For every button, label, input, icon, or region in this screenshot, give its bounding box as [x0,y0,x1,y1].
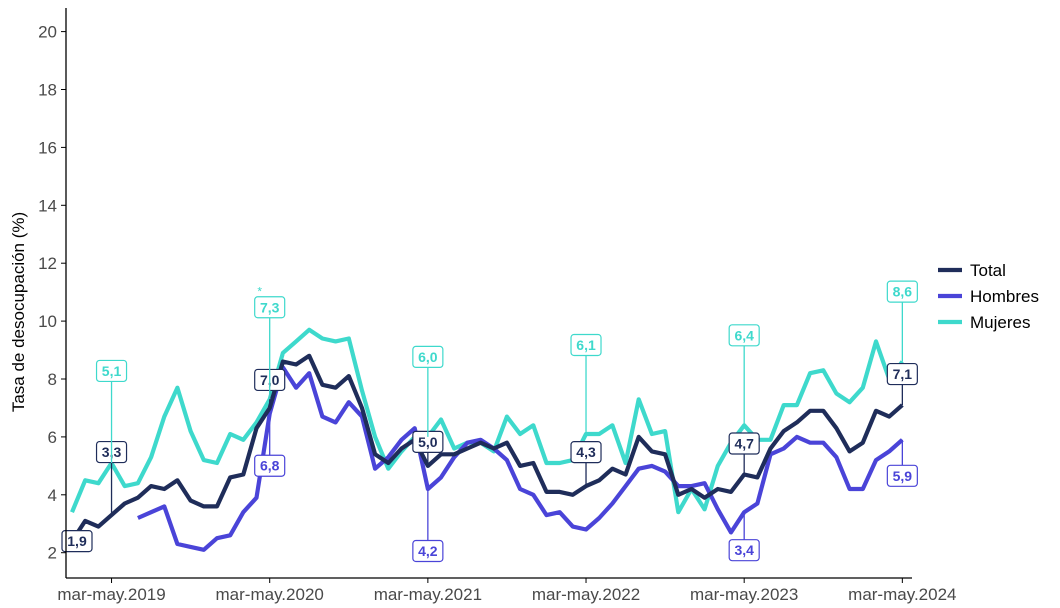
label-box [61,530,93,553]
label-value: 6,4 [734,327,754,343]
data-label: 7,3 [254,296,286,400]
y-tick-label: 2 [48,544,57,563]
data-labels: 1,93,35,17,07,36,85,06,04,24,36,14,76,43… [61,280,918,563]
legend-label: Hombres [970,287,1039,306]
y-tick-label: 12 [38,254,57,273]
label-value: 4,3 [576,444,596,460]
data-label: 7,1 [886,362,918,406]
y-tick-label: 14 [38,196,57,215]
y-tick-label: 8 [48,370,57,389]
label-box [886,280,918,303]
label-box [886,362,918,386]
y-axis-title: Tasa de desocupación (%) [9,212,28,412]
data-label: 6,8 [254,413,286,477]
legend-label: Total [970,261,1006,280]
legend-label: Mujeres [970,313,1030,332]
label-box [254,296,286,319]
x-tick-label: mar-may.2020 [216,585,324,604]
label-box [254,454,286,477]
legend: Total Hombres Mujeres [938,261,1039,332]
y-tick-label: 18 [38,81,57,100]
y-tick-label: 16 [38,138,57,157]
series-line-hombres [137,365,904,552]
label-value: 4,7 [734,436,754,452]
data-label: 5,9 [886,439,918,487]
label-value: 5,1 [102,363,122,379]
series-line-total [70,353,904,543]
label-value: 1,9 [67,533,87,549]
data-label: 6,4 [728,324,760,426]
label-box [728,432,760,455]
label-value: 4,2 [418,543,438,559]
x-tick-label: mar-may.2023 [690,585,798,604]
series-lines [70,327,904,552]
x-tick-label: mar-may.2021 [374,585,482,604]
footnote-asterisk: * [257,284,262,298]
label-value: 3,4 [734,542,754,558]
data-label: 4,3 [570,441,602,487]
label-value: 5,9 [893,468,913,484]
axes: Tasa de desocupación (%) 2 4 6 8 10 12 14 16 18 2… [9,8,957,604]
label-box [886,464,918,487]
legend-item-total: Total [938,261,1006,280]
legend-item-mujeres: Mujeres [938,313,1030,332]
y-tick-label: 4 [48,486,57,505]
data-label: 3,4 [728,512,760,562]
label-box [728,539,760,562]
data-label: 1,9 [61,530,93,553]
data-label: 6,1 [570,333,602,435]
label-value: 6,1 [576,337,596,353]
data-label: 4,2 [412,489,444,563]
label-value: 6,8 [260,458,280,474]
y-tick-label: 20 [38,23,57,42]
label-box [95,359,128,383]
x-tick-label: mar-may.2024 [848,585,956,604]
y-tick-label: 6 [48,428,57,447]
label-value: 7,3 [260,299,280,315]
label-value: 8,6 [893,284,913,300]
data-label: 5,1 [95,359,128,463]
label-box [570,333,602,357]
data-label: 8,6 [886,280,918,362]
series-line-mujeres [70,327,904,515]
label-box [412,345,444,368]
label-box [412,539,444,563]
label-value: 5,0 [418,434,438,450]
label-box [570,441,602,464]
label-value: 7,1 [893,366,913,382]
x-tick-label: mar-may.2022 [532,585,640,604]
x-tick-label: mar-may.2019 [57,585,165,604]
label-box [728,324,760,347]
data-label: 5,0 [412,430,444,466]
legend-item-hombres: Hombres [938,287,1039,306]
data-label: 4,7 [728,432,760,475]
y-tick-label: 10 [38,312,57,331]
data-label: 6,0 [412,345,444,437]
label-value: 6,0 [418,349,438,365]
